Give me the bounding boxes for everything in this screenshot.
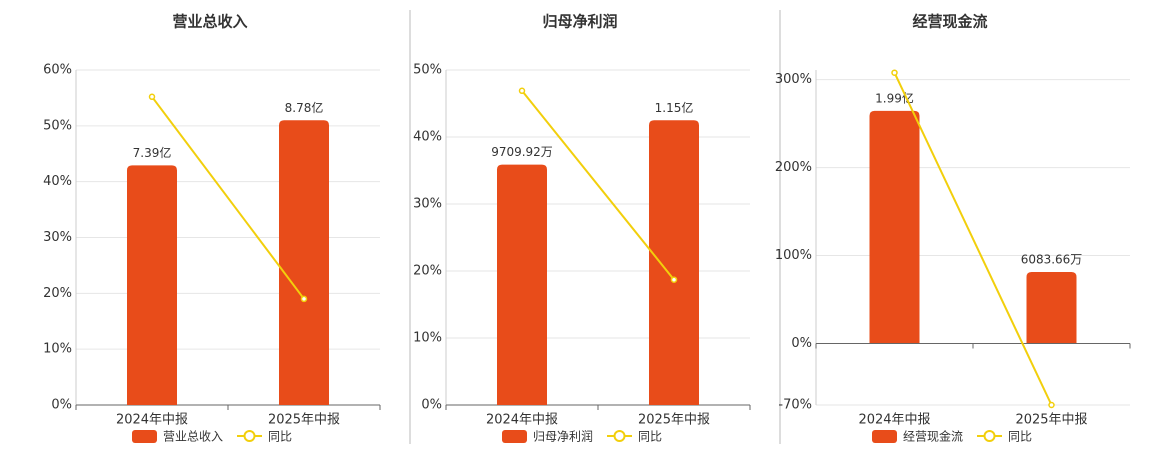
- x-tick-label: 2025年中报: [638, 413, 710, 428]
- y-tick-label: 20%: [413, 264, 442, 279]
- value-label: 6083.66万: [1021, 253, 1083, 267]
- y-tick-label: 100%: [775, 248, 812, 263]
- point: [518, 87, 526, 95]
- x-tick-label: 2024年中报: [116, 413, 188, 428]
- y-tick-label: 0%: [791, 336, 812, 351]
- y-tick-label: 30%: [43, 230, 72, 245]
- value-label: 8.78亿: [285, 100, 324, 115]
- legend-label: 营业总收入: [163, 430, 223, 444]
- y-tick-label: 0%: [421, 398, 442, 413]
- x-tick-label: 2024年中报: [858, 413, 930, 428]
- value-label: 9709.92万: [491, 145, 553, 159]
- y-tick-label: 40%: [413, 130, 442, 145]
- bar: [869, 110, 920, 343]
- line: [893, 72, 1053, 406]
- y-tick-label: 50%: [43, 118, 72, 133]
- legend-swatch: [872, 430, 897, 443]
- chart-title: 经营现金流: [912, 13, 987, 31]
- bar: [1026, 272, 1077, 343]
- x-tick-label: 2025年中报: [268, 413, 340, 428]
- y-tick-label: 60%: [43, 63, 72, 78]
- y-tick-label: 0%: [51, 398, 72, 413]
- point: [1048, 401, 1055, 409]
- y-tick-label: 40%: [43, 174, 72, 189]
- bar: [497, 164, 547, 405]
- y-tick-label: 20%: [43, 286, 72, 301]
- legend-label: 同比: [638, 430, 662, 444]
- legend-label: 归母净利润: [533, 430, 593, 444]
- legend-swatch: [502, 430, 527, 443]
- y-tick-label: 30%: [413, 197, 442, 212]
- line: [521, 90, 675, 281]
- legend-label: 经营现金流: [903, 429, 963, 444]
- y-tick-label: 10%: [413, 331, 442, 346]
- line: [151, 96, 305, 300]
- legend-swatch: [983, 430, 996, 442]
- y-tick-label: 300%: [775, 72, 812, 87]
- x-tick-label: 2024年中报: [486, 413, 558, 428]
- y-tick-label: 10%: [43, 342, 72, 357]
- point: [891, 69, 898, 76]
- chart-title: 归母净利润: [542, 13, 617, 31]
- y-tick-label: 200%: [775, 160, 812, 175]
- point: [670, 276, 678, 283]
- value-label: 7.39亿: [133, 145, 172, 160]
- point: [148, 93, 156, 101]
- legend-label: 同比: [268, 430, 292, 444]
- bar: [649, 120, 699, 405]
- legend-label: 同比: [1008, 430, 1032, 444]
- legend-swatch: [613, 430, 626, 442]
- y-tick-label: 50%: [413, 63, 442, 78]
- point: [300, 295, 308, 303]
- legend-swatch: [243, 430, 256, 442]
- bar: [279, 120, 329, 406]
- legend-swatch: [132, 430, 157, 443]
- bar: [127, 165, 177, 405]
- chart-title: 营业总收入: [172, 13, 247, 31]
- x-tick-label: 2025年中报: [1015, 413, 1087, 428]
- y-tick-label: -70%: [778, 398, 812, 413]
- value-label: 1.15亿: [655, 100, 694, 115]
